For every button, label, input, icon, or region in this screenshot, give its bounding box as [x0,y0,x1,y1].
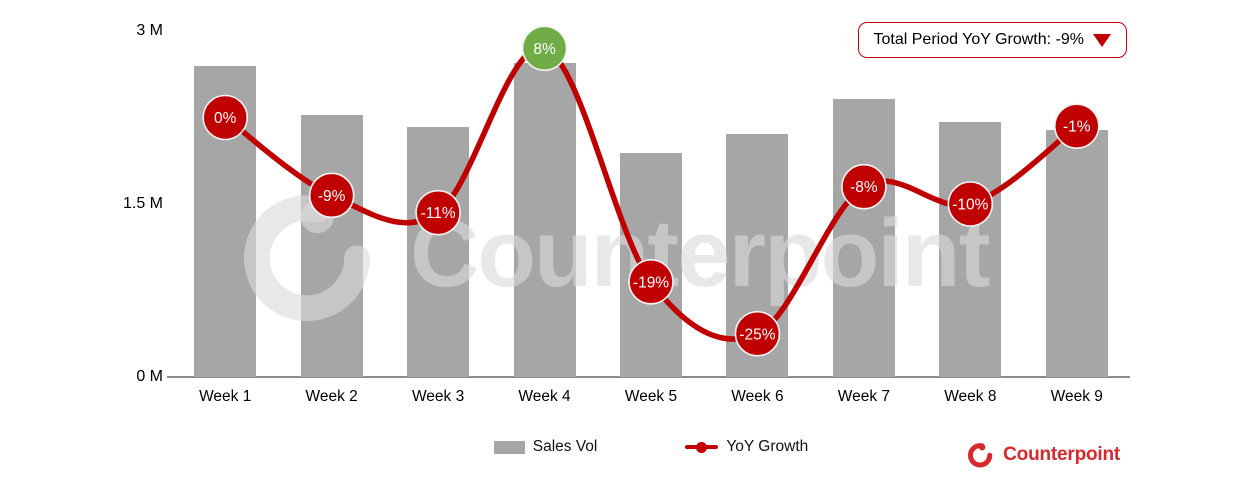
yoy-marker-label: 0% [214,110,237,127]
counterpoint-logo: Counterpoint [966,440,1120,469]
x-axis-label-week-5: Week 5 [624,388,678,405]
x-axis-label-week-8: Week 8 [944,388,997,405]
legend-label-yoy-growth: YoY Growth [726,438,809,455]
counterpoint-logo-icon [968,443,993,468]
sales-vol-bar-week-3 [407,126,470,377]
y-axis-tick-0-m: 0 M [136,368,163,385]
x-axis-label-week-6: Week 6 [731,388,784,405]
yoy-marker-label: -9% [318,188,346,205]
y-axis-tick-1-5-m: 1.5 M [122,195,163,212]
x-axis-label-week-7: Week 7 [837,388,891,405]
x-axis-label-week-3: Week 3 [411,388,465,405]
yoy-marker-label: -8% [850,179,878,196]
x-axis-label-week-1: Week 1 [199,388,252,405]
yoy-marker-week-2: -9% [308,172,355,219]
yoy-growth-line [222,45,1080,342]
sales-vol-bar-week-9 [1045,130,1108,377]
total-yoy-badge-label: Total Period YoY Growth: -9% [873,31,1085,48]
x-axis-line [167,376,1130,378]
legend-item-sales-vol: Sales Vol [493,438,598,456]
yoy-marker-week-9: -1% [1053,103,1100,149]
legend-item-yoy-growth: YoY Growth [685,438,808,456]
sales-vol-bar-week-8 [939,122,1002,377]
yoy-marker-week-8: -10% [947,181,994,227]
total-yoy-badge: Total Period YoY Growth: -9% [857,22,1127,58]
sales-vol-bar-week-4 [513,63,576,377]
yoy-marker-label: -19% [633,274,669,291]
sales-vol-bar-week-7 [832,99,895,377]
x-axis-label-week-4: Week 4 [518,388,571,405]
legend-label-sales-vol: Sales Vol [532,438,598,455]
bar-swatch-icon [493,440,525,454]
yoy-marker-week-7: -8% [841,163,887,210]
yoy-marker-label: -25% [739,326,775,343]
legend: Sales Vol YoY Growth [172,438,1130,456]
down-triangle-icon [1093,33,1111,47]
yoy-marker-label: 8% [533,41,556,58]
yoy-marker-label: -11% [421,205,456,222]
yoy-marker-week-6: -25% [734,310,781,357]
yoy-marker-label: -10% [952,197,988,214]
yoy-marker-label: -1% [1063,119,1091,136]
x-axis-label-week-2: Week 2 [305,388,358,405]
yoy-marker-week-1: 0% [202,94,249,141]
yoy-marker-week-3: -11% [415,189,461,236]
y-axis-tick-3-m: 3 M [136,22,163,39]
yoy-marker-week-4: 8% [521,25,568,72]
counterpoint-logo-text: Counterpoint [1003,443,1120,465]
x-axis-label-week-9: Week 9 [1050,388,1103,405]
line-dot-swatch-icon [685,441,719,453]
yoy-marker-week-5: -19% [628,259,674,305]
